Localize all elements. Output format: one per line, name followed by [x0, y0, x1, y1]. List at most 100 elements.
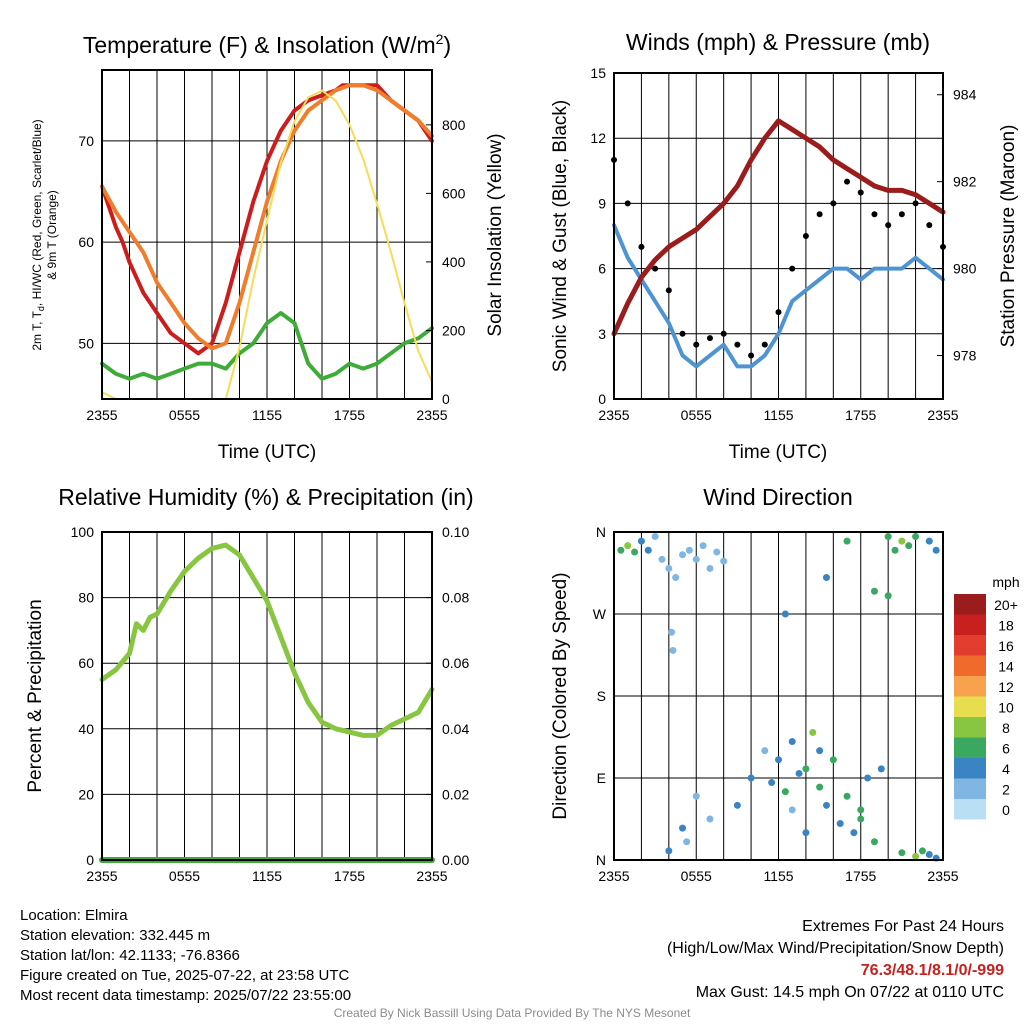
direction-point — [685, 546, 693, 554]
legend-swatch — [954, 696, 986, 717]
direction-point — [822, 574, 830, 582]
direction-point — [884, 592, 892, 600]
direction-point — [720, 557, 728, 565]
y-tick-label: 60 — [78, 234, 94, 250]
gust-point — [898, 211, 905, 218]
direction-point — [843, 537, 851, 545]
humidity-x-ticks: 2355 0555 1155 1755 2355 — [86, 868, 447, 884]
direction-x-ticks: 2355 0555 1155 1755 2355 — [598, 868, 958, 884]
legend-label: 2 — [1002, 782, 1010, 798]
legend-label: 6 — [1002, 741, 1010, 757]
x-tick-label: 2355 — [598, 868, 629, 884]
direction-point — [898, 849, 906, 857]
gust-point — [871, 211, 878, 218]
direction-point — [809, 728, 817, 736]
speed-legend-title: mph — [992, 574, 1019, 590]
direction-point — [925, 851, 933, 859]
gust-point — [748, 352, 755, 359]
gust-point — [761, 341, 768, 348]
legend-swatch — [954, 614, 986, 635]
y-tick-label: 40 — [78, 721, 94, 737]
y-right-tick-label: 0.00 — [442, 852, 469, 868]
y-tick-label: 60 — [78, 655, 94, 671]
x-tick-label: 2355 — [86, 407, 117, 423]
direction-point — [836, 820, 844, 828]
gust-point — [665, 287, 672, 294]
direction-panel: Wind Direction 2355 0555 1155 1755 2355 N E S W… — [550, 484, 1020, 884]
x-tick-label: 1155 — [763, 407, 793, 423]
direction-point — [870, 838, 878, 846]
y-tick-label: 15 — [590, 65, 606, 81]
recent-timestamp: Most recent data timestamp: 2025/07/22 2… — [20, 987, 352, 1004]
direction-point — [884, 533, 892, 541]
station-info: Location: Elmira Station elevation: 332.… — [20, 906, 351, 1006]
direction-point — [905, 542, 913, 550]
x-tick-label: 0555 — [681, 407, 712, 423]
x-tick-label: 2355 — [927, 868, 958, 884]
credit-line: Created By Nick Bassill Using Data Provi… — [333, 1006, 691, 1020]
temperature-y-label: 2m T, Td, HI/WC (Red, Green, Scarlet/Blu… — [30, 119, 46, 350]
direction-point — [912, 533, 920, 541]
x-tick-label: 1755 — [334, 407, 365, 423]
gust-point — [926, 222, 933, 229]
y-right-tick-label: 400 — [442, 254, 466, 270]
y-right-tick-label: 200 — [442, 322, 466, 338]
y-tick-label: N — [596, 852, 606, 868]
pressure-line — [611, 118, 946, 337]
station-location: Location: Elmira — [20, 907, 128, 924]
direction-point — [822, 801, 830, 809]
humidity-plot-frame — [101, 531, 433, 861]
direction-point — [768, 779, 776, 787]
temperature-grid — [101, 70, 433, 399]
direction-point — [668, 628, 676, 636]
direction-point — [925, 537, 933, 545]
legend-label: 8 — [1002, 720, 1010, 736]
direction-point — [692, 555, 700, 563]
legend-swatch — [954, 594, 986, 615]
y-tick-label: S — [597, 688, 606, 704]
direction-title: Wind Direction — [703, 484, 853, 510]
extremes-subtitle: (High/Low/Max Wind/Precipitation/Snow De… — [666, 940, 1004, 957]
direction-point — [669, 646, 677, 654]
direction-point — [918, 847, 926, 855]
temperature-x-label: Time (UTC) — [218, 442, 317, 463]
direction-point — [877, 765, 885, 773]
direction-point — [802, 829, 810, 837]
direction-point — [816, 747, 824, 755]
wind-y-ticks: 0 3 6 9 12 15 — [590, 65, 606, 407]
x-tick-label: 1755 — [845, 407, 876, 423]
pressure-y-label: Station Pressure (Maroon) — [998, 125, 1019, 348]
gust-point — [830, 200, 837, 207]
y-tick-label: N — [596, 524, 606, 540]
insolation-y-ticks: 0 200 400 600 800 — [426, 117, 466, 407]
direction-point — [761, 747, 769, 755]
legend-swatch — [954, 778, 986, 799]
gust-point — [734, 341, 741, 348]
figure-created: Figure created on Tue, 2025-07-22, at 23… — [20, 967, 350, 984]
y-right-tick-label: 800 — [442, 117, 466, 133]
y-tick-label: 100 — [71, 524, 95, 540]
y-tick-label: 0 — [86, 852, 94, 868]
x-tick-label: 0555 — [169, 868, 200, 884]
x-tick-label: 2355 — [416, 407, 447, 423]
extremes-title: Extremes For Past 24 Hours — [802, 918, 1004, 935]
direction-point — [747, 774, 755, 782]
wind-x-ticks: 2355 0555 1155 1755 2355 — [598, 407, 958, 423]
direction-point — [692, 792, 700, 800]
humidity-panel: Relative Humidity (%) & Precipitation (i… — [25, 484, 474, 884]
temperature-y-ticks: 50 60 70 — [78, 133, 94, 351]
x-tick-label: 1755 — [334, 868, 365, 884]
gust-point — [885, 222, 892, 229]
wind-title: Winds (mph) & Pressure (mb) — [626, 29, 930, 55]
direction-point — [802, 765, 810, 773]
x-tick-label: 2355 — [927, 407, 958, 423]
y-tick-label: 50 — [78, 335, 94, 351]
x-tick-label: 1755 — [845, 868, 876, 884]
pressure-y-ticks: 978 980 982 984 — [937, 87, 977, 364]
temperature-series — [100, 83, 434, 400]
direction-point — [781, 788, 789, 796]
gust-point — [789, 265, 796, 272]
direction-point — [857, 806, 865, 814]
x-tick-label: 2355 — [86, 868, 117, 884]
x-tick-label: 0555 — [681, 868, 712, 884]
